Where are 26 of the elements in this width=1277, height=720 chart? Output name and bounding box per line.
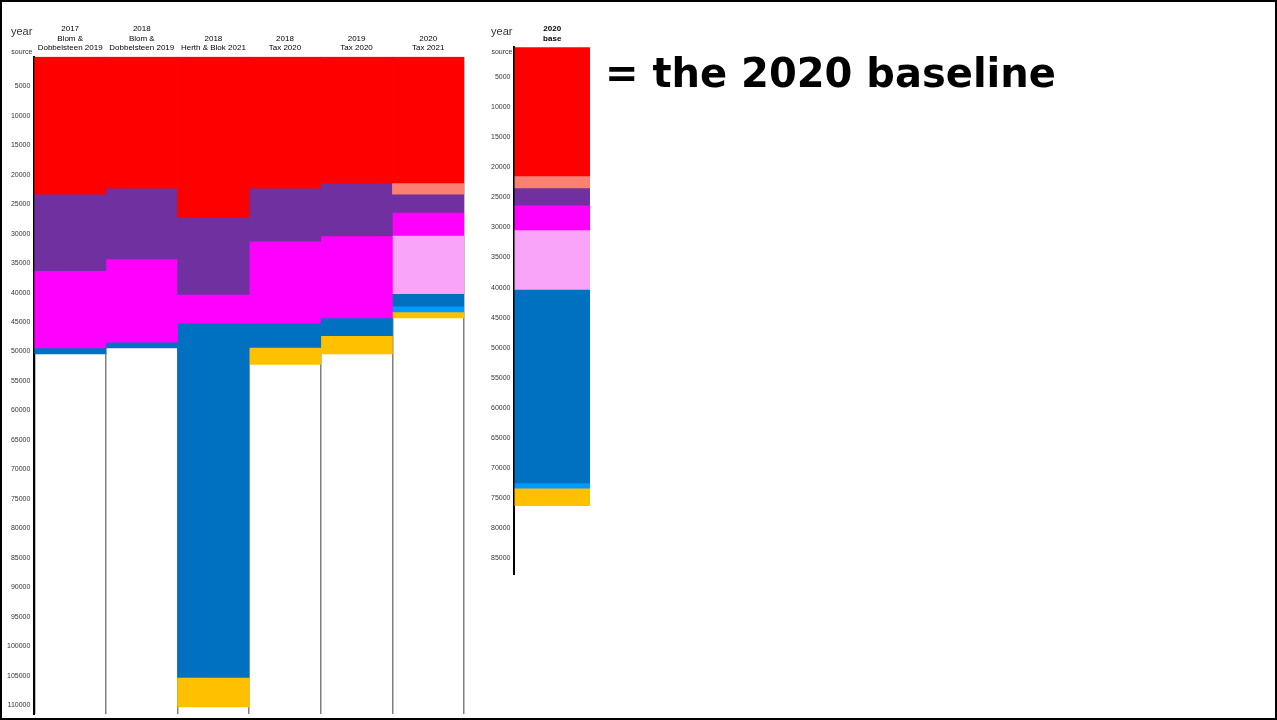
x-tick-label: 2018 Blom & Dobbelsteen 2019 [109, 24, 175, 53]
bar [392, 311, 464, 319]
x-tick-label: 2020 Tax 2021 [411, 33, 445, 53]
text: year [491, 25, 513, 37]
bar [34, 347, 107, 355]
x-tick-label: 2018 Herth & Blok 2021 [180, 33, 247, 53]
bar [514, 175, 590, 189]
text: year [10, 25, 33, 37]
bar [392, 235, 464, 295]
bar [392, 293, 464, 307]
bar [514, 187, 590, 206]
bar [514, 229, 590, 290]
bar [514, 289, 590, 484]
x-tick-label: 2020 base [543, 24, 562, 43]
x-tick-label: 2017 Blom & Dobbelsteen 2019 [37, 24, 104, 53]
bar [514, 482, 590, 489]
bar [392, 305, 464, 313]
x-tick-label: 2019 Tax 2020 [340, 33, 374, 53]
bar [514, 47, 590, 177]
x-tick-label: 2018 Tax 2020 [268, 33, 302, 53]
bar [514, 204, 590, 231]
bar [392, 212, 464, 236]
bar [514, 487, 590, 507]
text: = the 2020 baseline [605, 50, 1056, 96]
bar [177, 677, 250, 708]
bar [392, 182, 464, 195]
